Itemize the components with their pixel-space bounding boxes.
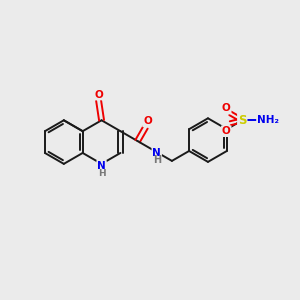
Text: N: N — [97, 161, 106, 171]
Text: O: O — [222, 126, 231, 136]
Text: N: N — [152, 148, 161, 158]
Text: O: O — [94, 89, 103, 100]
Text: H: H — [98, 169, 105, 178]
Text: O: O — [143, 116, 152, 126]
Text: NH₂: NH₂ — [257, 115, 279, 125]
Text: O: O — [222, 103, 231, 113]
Text: H: H — [153, 155, 161, 165]
Text: S: S — [238, 114, 247, 127]
